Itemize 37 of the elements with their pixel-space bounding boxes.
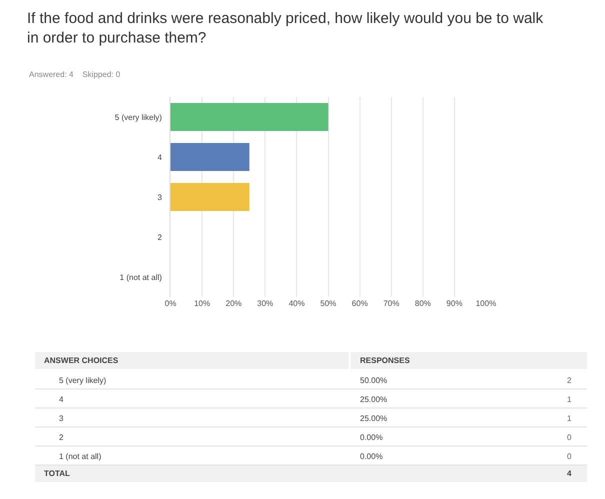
x-tick-label: 30% xyxy=(257,299,274,308)
x-tick-label: 70% xyxy=(383,299,400,308)
text: 25.00% xyxy=(360,395,388,404)
y-tick-label: 2 xyxy=(157,232,162,242)
category-label: 4 xyxy=(567,469,572,478)
x-tick-label: 80% xyxy=(414,299,431,308)
text: TOTAL xyxy=(44,469,70,478)
y-tick-label: 1 (not at all) xyxy=(120,272,162,282)
y-tick-label: 3 xyxy=(157,192,162,202)
y-tick-label: 4 xyxy=(157,152,162,162)
x-tick-label: 20% xyxy=(226,299,242,308)
text: 1 xyxy=(567,414,572,423)
chart-title: If the food and drinks were reasonably priced, how likely would you be to walk in order to purchase them? xyxy=(27,10,544,46)
text: RESPONSES xyxy=(360,356,410,365)
x-tick-label: 40% xyxy=(288,299,305,308)
text: 1 xyxy=(567,395,572,404)
text: 0.00% xyxy=(360,433,383,442)
x-tick-label: 60% xyxy=(352,299,368,308)
text: 0.00% xyxy=(360,452,383,461)
text: 25.00% xyxy=(360,414,388,423)
category-label: 3 xyxy=(59,414,64,423)
x-tick-label: 100% xyxy=(476,299,496,308)
x-tick-label: 0% xyxy=(164,299,176,308)
text: Answered: 4 Skipped: 0 xyxy=(29,70,121,79)
category-label: 2 xyxy=(59,433,64,442)
text: ANSWER CHOICES xyxy=(44,356,119,365)
x-tick-label: 10% xyxy=(194,299,210,308)
text: 4 xyxy=(59,395,64,404)
category-label: 5 (very likely) xyxy=(59,376,106,385)
category-label: 1 (not at all) xyxy=(59,452,102,461)
text: 2 xyxy=(567,376,572,385)
text: 0 xyxy=(567,433,572,442)
x-tick-label: 90% xyxy=(446,299,462,308)
text: 0 xyxy=(567,452,572,461)
x-tick-label: 50% xyxy=(320,299,336,308)
y-tick-label: 5 (very likely) xyxy=(114,112,162,122)
text: 50.00% xyxy=(360,376,388,385)
